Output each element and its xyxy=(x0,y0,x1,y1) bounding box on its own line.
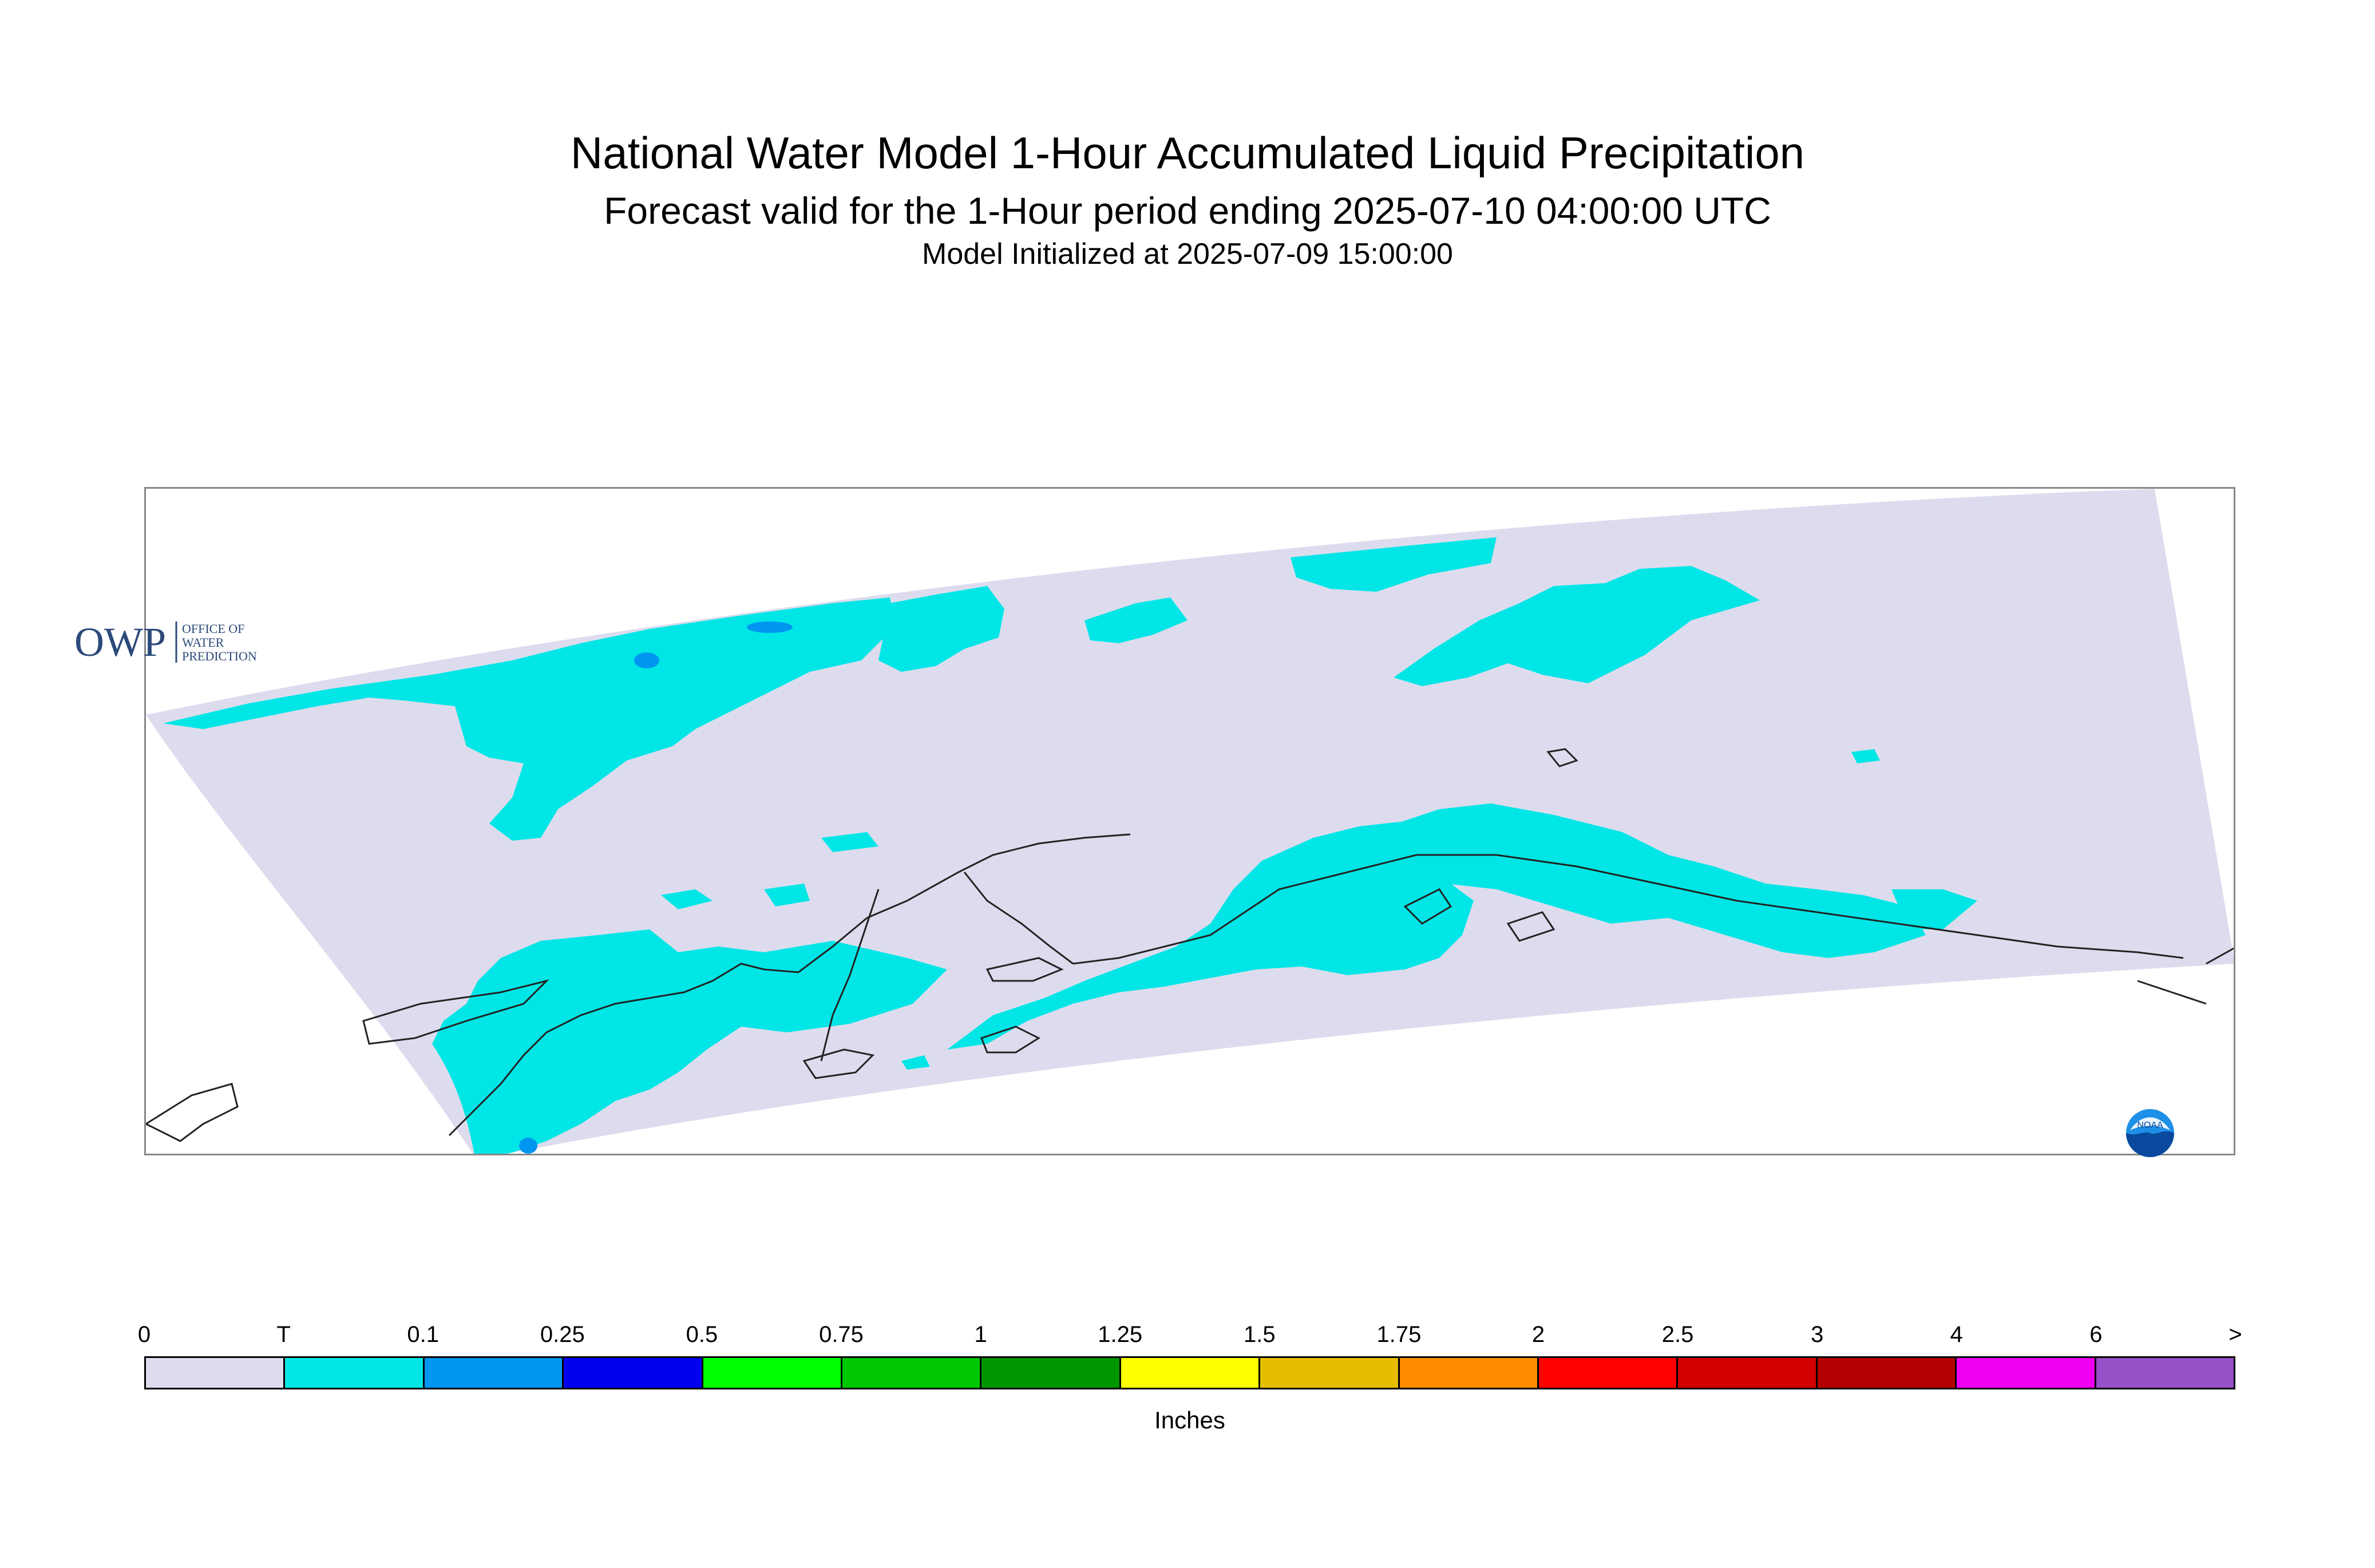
precip-spot-3 xyxy=(519,1138,537,1154)
coastline-main xyxy=(448,833,1131,1137)
legend-tick-label: > xyxy=(2228,1322,2242,1347)
coastlines xyxy=(146,748,2234,1142)
trace-area-northwest xyxy=(163,597,896,841)
map-frame xyxy=(144,487,2235,1155)
legend-swatch xyxy=(424,1358,564,1388)
legend-swatch xyxy=(1260,1358,1400,1388)
noaa-text: NOAA xyxy=(2137,1120,2163,1130)
trace-patch-5 xyxy=(901,1055,930,1070)
legend-swatch xyxy=(1399,1358,1539,1388)
trace-area-northeast-2 xyxy=(1394,566,1760,686)
legend-color-bar xyxy=(144,1356,2235,1389)
legend-swatch xyxy=(2096,1358,2234,1388)
owp-line1: OFFICE OF xyxy=(182,621,244,636)
island-8 xyxy=(1546,748,1578,767)
legend-swatch xyxy=(981,1358,1121,1388)
trace-area-northeast xyxy=(1291,537,1497,592)
trace-area-north-2 xyxy=(878,586,1004,672)
legend-swatch xyxy=(285,1358,425,1388)
owp-letters: OWP xyxy=(74,619,166,665)
legend-tick-label: 6 xyxy=(2089,1322,2103,1347)
noaa-logo-icon: NOAA xyxy=(2126,1109,2174,1157)
island-1 xyxy=(362,979,549,1045)
trace-patch-1 xyxy=(821,832,878,852)
owp-line3: PREDICTION xyxy=(182,649,257,663)
legend-swatch xyxy=(1678,1358,1818,1388)
legend-swatch xyxy=(1817,1358,1957,1388)
trace-area-far-east xyxy=(1891,889,1977,929)
island-3 xyxy=(802,1048,875,1079)
map-title: National Water Model 1-Hour Accumulated … xyxy=(570,128,1805,178)
legend-tick-label: T xyxy=(276,1322,291,1347)
legend-tick-label: 4 xyxy=(1950,1322,1963,1347)
legend-tick-label: 0.75 xyxy=(819,1322,864,1347)
legend-tick-label: 1.25 xyxy=(1098,1322,1143,1347)
precip-spot-1 xyxy=(634,652,659,668)
trace-patch-3 xyxy=(764,884,810,906)
legend-tick-label: 2 xyxy=(1531,1322,1545,1347)
precipitation-map xyxy=(146,489,2234,1154)
island-5 xyxy=(985,957,1064,982)
legend-tick-label: 1.75 xyxy=(1376,1322,1422,1347)
owp-logo-icon: OWP OFFICE OF WATER PREDICTION xyxy=(74,619,257,665)
legend-tick-label: 0.25 xyxy=(540,1322,585,1347)
legend-swatch xyxy=(1539,1358,1679,1388)
trace-precip-areas xyxy=(163,537,1977,1154)
owp-line2: WATER xyxy=(182,635,224,650)
legend-swatch xyxy=(146,1358,286,1388)
legend-tick-label: 3 xyxy=(1811,1322,1824,1347)
trace-patch-2 xyxy=(661,889,712,909)
legend-swatch xyxy=(703,1358,843,1388)
coastline-south-1 xyxy=(1072,854,1417,965)
legend-unit-label: Inches xyxy=(1154,1407,1225,1434)
legend-swatch xyxy=(1957,1358,2096,1388)
map-subtitle: Forecast valid for the 1-Hour period end… xyxy=(604,189,1771,232)
legend-tick-label: 1.5 xyxy=(1243,1322,1276,1347)
island-4 xyxy=(980,1025,1041,1054)
legend-swatch xyxy=(564,1358,703,1388)
legend-tick-label: 1 xyxy=(974,1322,987,1347)
trace-area-southwest xyxy=(432,929,947,1154)
coastline-east xyxy=(1416,854,2184,959)
coastline-far-east xyxy=(2137,947,2234,1005)
border-line xyxy=(820,889,880,1062)
legend-swatch xyxy=(842,1358,982,1388)
precip-spot-2 xyxy=(747,621,793,633)
island-6 xyxy=(1506,911,1555,942)
island-2 xyxy=(146,1083,239,1142)
precip-0.1-areas xyxy=(519,621,793,1154)
legend-tick-label: 2.5 xyxy=(1661,1322,1694,1347)
trace-patch-4 xyxy=(1851,749,1880,763)
legend-tick-label: 0.5 xyxy=(686,1322,718,1347)
legend-tick-label: 0.1 xyxy=(407,1322,439,1347)
model-init-line: Model Initialized at 2025-07-09 15:00:00 xyxy=(922,237,1453,271)
trace-area-north-3 xyxy=(1084,597,1188,643)
legend-swatch xyxy=(1121,1358,1261,1388)
coastline-peninsula xyxy=(963,872,1074,965)
legend-tick-label: 0 xyxy=(137,1322,151,1347)
trace-area-east xyxy=(1336,803,1926,958)
island-7 xyxy=(1403,888,1452,925)
